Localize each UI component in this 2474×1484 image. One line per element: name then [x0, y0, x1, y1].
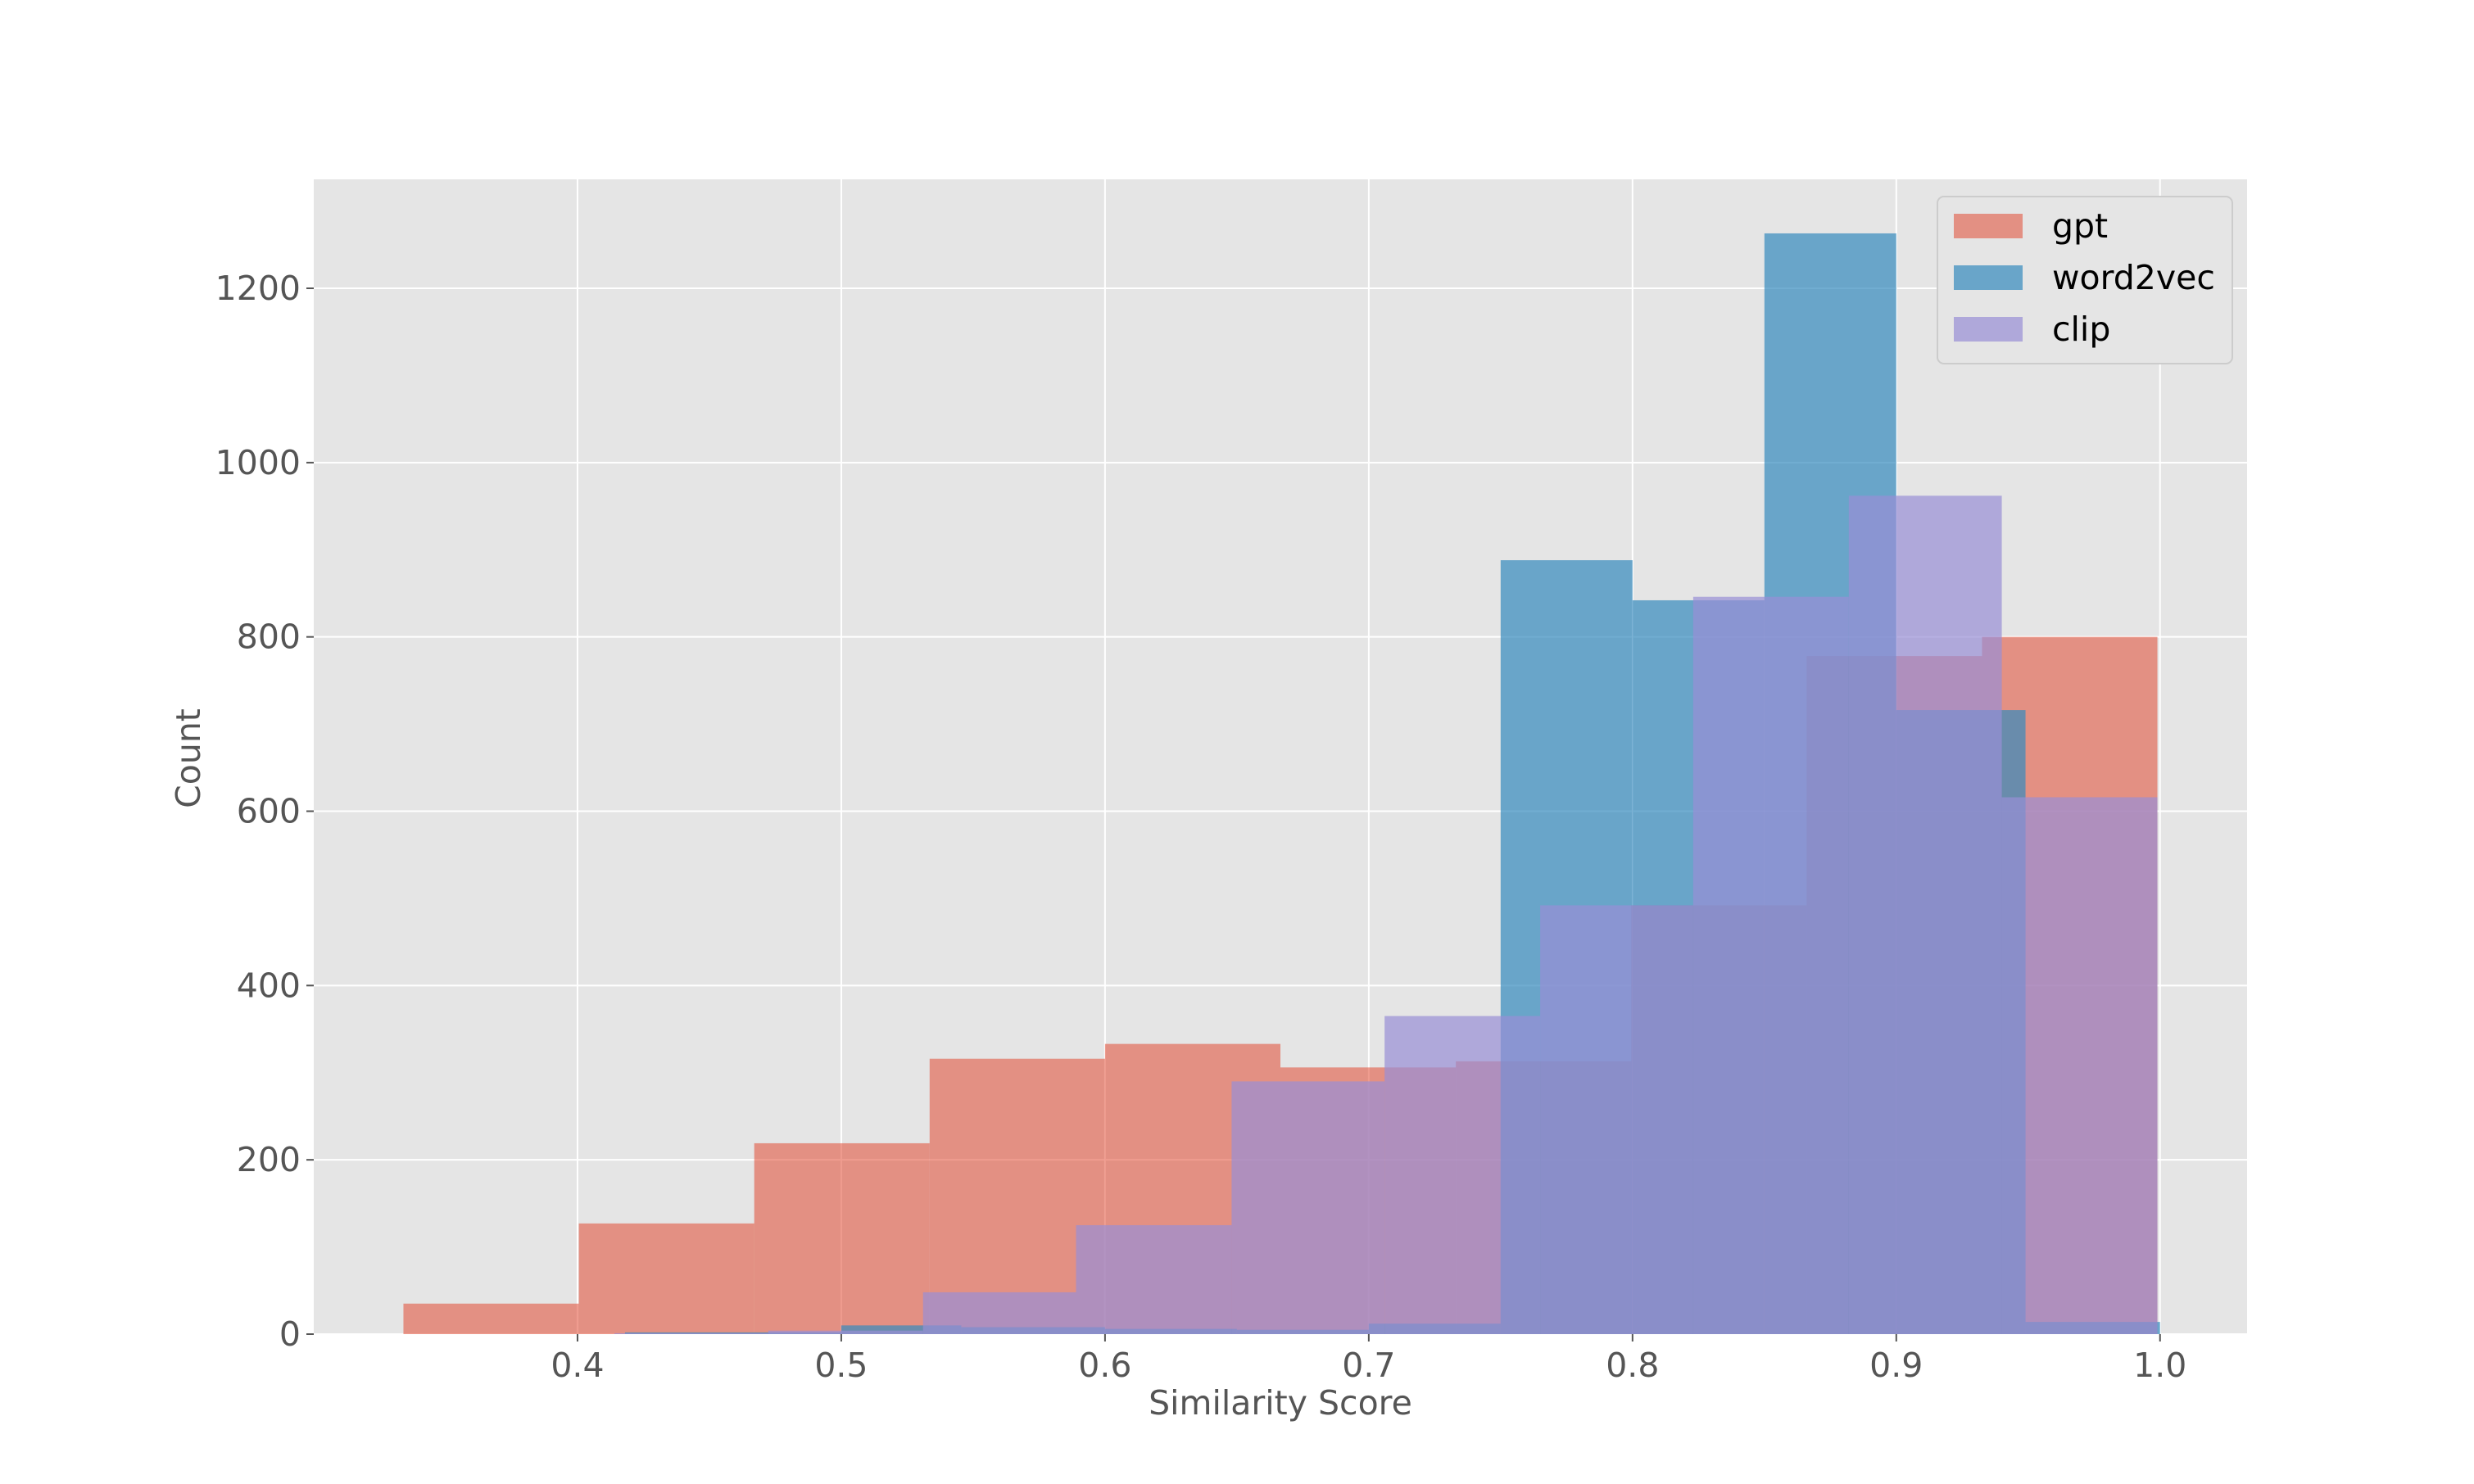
x-tick-label: 0.7 — [1342, 1346, 1395, 1385]
y-tick-label: 400 — [237, 966, 301, 1005]
bar-clip — [1540, 905, 1693, 1334]
legend-swatch-gpt — [1954, 214, 2023, 238]
legend-label-gpt: gpt — [2052, 206, 2108, 246]
x-tick-label: 0.4 — [551, 1346, 604, 1385]
y-tick-label: 1200 — [215, 269, 301, 308]
bar-clip — [1848, 495, 2002, 1334]
bar-gpt — [754, 1142, 930, 1334]
legend-label-word2vec: word2vec — [2052, 258, 2215, 297]
x-axis-ticks: 0.4 0.5 0.6 0.7 0.8 0.9 1.0 — [551, 1334, 2186, 1385]
bar-clip — [1231, 1081, 1385, 1334]
y-tick-label: 200 — [237, 1140, 301, 1179]
x-axis-label: Similarity Score — [1149, 1383, 1412, 1423]
legend: gpt word2vec clip — [1937, 196, 2233, 364]
x-tick-label: 1.0 — [2133, 1346, 2186, 1385]
bar-gpt — [403, 1303, 579, 1334]
y-tick-label: 600 — [237, 792, 301, 831]
legend-swatch-word2vec — [1954, 265, 2023, 290]
bar-clip — [2001, 797, 2158, 1334]
bar-clip — [922, 1292, 1076, 1334]
histogram-bars — [403, 233, 2160, 1335]
bar-word2vec — [841, 1325, 962, 1334]
y-tick-label: 1000 — [215, 443, 301, 482]
bar-gpt — [578, 1223, 754, 1334]
x-tick-label: 0.8 — [1606, 1346, 1659, 1385]
x-tick-label: 0.6 — [1078, 1346, 1131, 1385]
y-axis-label: Count — [169, 708, 208, 808]
bar-gpt — [929, 1058, 1105, 1334]
legend-swatch-clip — [1954, 317, 2023, 342]
y-axis-ticks: 0 200 400 600 800 1000 1200 — [215, 269, 314, 1354]
y-tick-label: 0 — [279, 1314, 301, 1354]
x-tick-label: 0.5 — [814, 1346, 868, 1385]
bar-clip — [614, 1332, 768, 1334]
bar-clip — [1076, 1224, 1232, 1334]
bar-clip — [1384, 1016, 1541, 1334]
y-tick-label: 800 — [237, 618, 301, 657]
series-clip — [614, 495, 2158, 1334]
legend-label-clip: clip — [2052, 310, 2110, 349]
bar-clip — [768, 1330, 923, 1334]
x-tick-label: 0.9 — [1869, 1346, 1923, 1385]
bar-clip — [1692, 596, 1849, 1334]
